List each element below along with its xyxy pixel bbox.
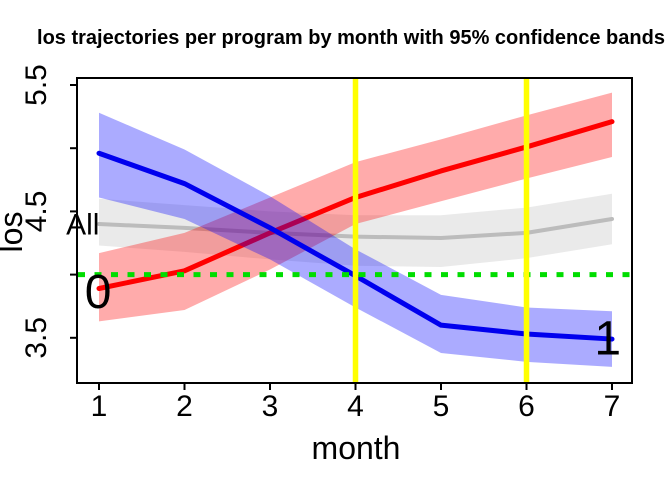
x-tick-label: 7: [604, 390, 621, 423]
y-tick-label: 4.5: [20, 191, 53, 233]
y-tick-label: 5.5: [20, 64, 53, 106]
y-tick-label: 3.5: [20, 317, 53, 359]
reference-lines-layer: [78, 79, 630, 382]
axes-frame-layer: 1 2 3 4 5 6 7 3.5 4.5 5.5: [20, 64, 633, 423]
x-tick-label: 4: [347, 390, 364, 423]
series-label-0: 0: [85, 266, 112, 319]
x-tick-label: 3: [262, 390, 279, 423]
series-labels-layer: All 0 1: [66, 209, 621, 366]
series-label-1: 1: [594, 313, 621, 366]
y-axis-label: los: [0, 212, 29, 253]
chart-title: los trajectories per program by month wi…: [37, 27, 665, 49]
x-axis-label: month: [312, 430, 401, 466]
x-tick-label: 2: [176, 390, 193, 423]
x-tick-label: 6: [518, 390, 535, 423]
x-tick-label: 1: [91, 390, 108, 423]
series-label-All: All: [66, 209, 99, 242]
x-tick-label: 5: [433, 390, 450, 423]
confidence-band-1: [99, 112, 612, 367]
